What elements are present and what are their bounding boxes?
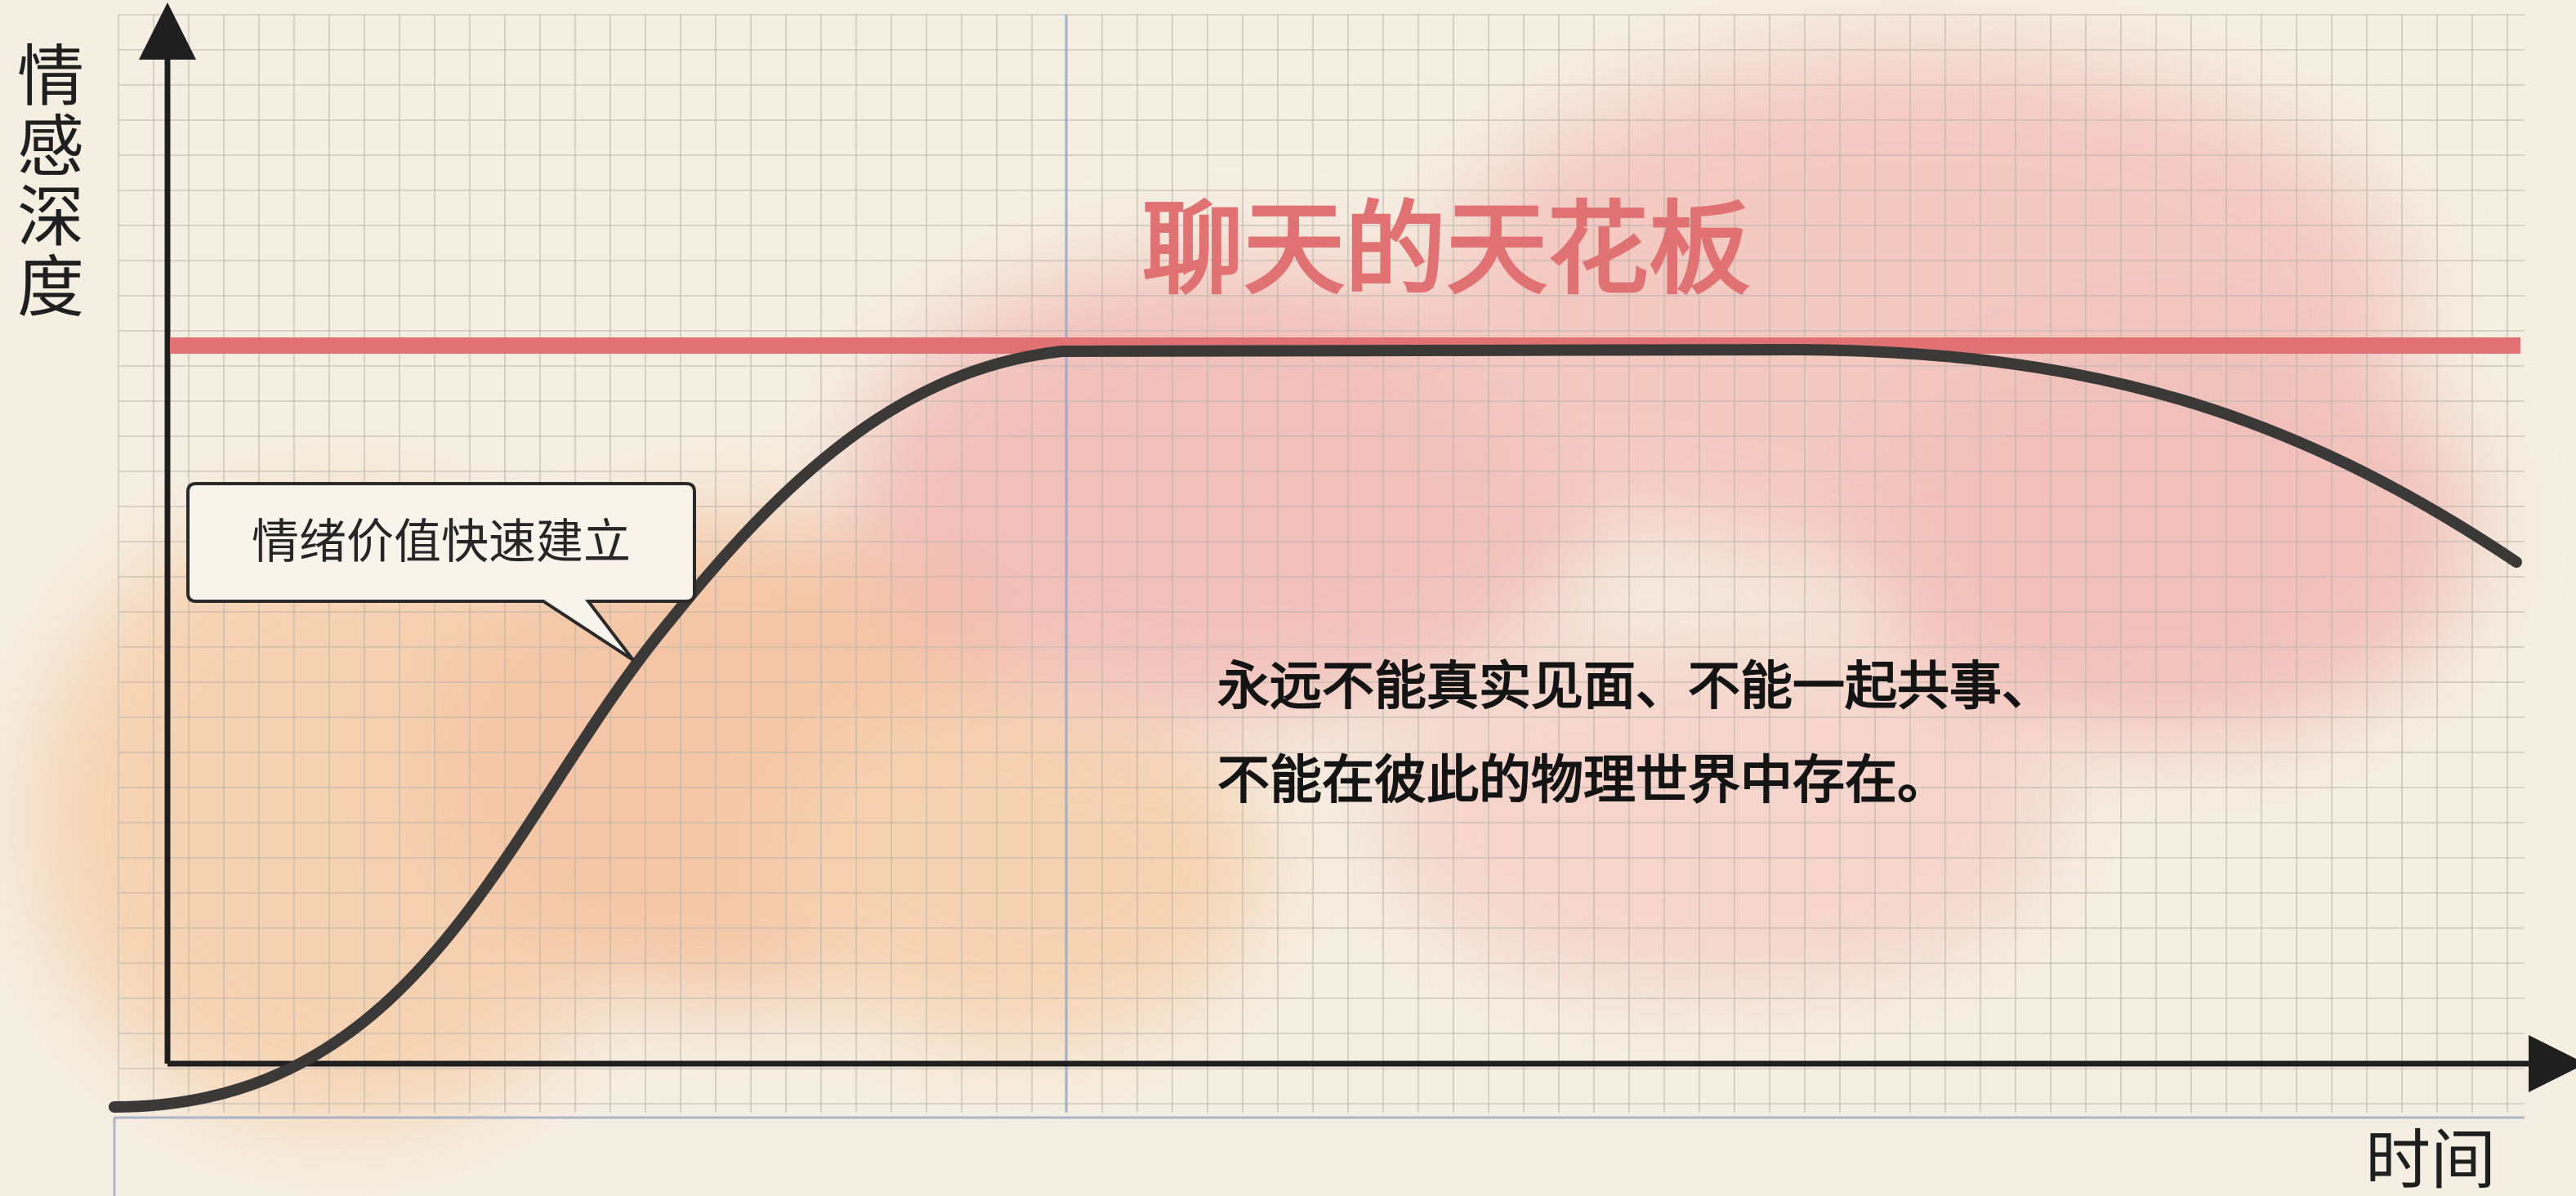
graph-paper-grid [113,14,2525,1196]
pink-wash-lower-right [1373,637,2059,997]
pink-wash-center [850,261,1601,719]
x-axis-label: 时间 [2365,1122,2496,1196]
y-label-char-3: 深 [17,179,84,257]
limitation-note: 永远不能真实见面、不能一起共事、 不能在彼此的物理世界中存在。 [1217,657,2054,811]
pink-wash-right [1855,319,2476,743]
emotion-curve [109,343,2522,1113]
note-line-1: 永远不能真实见面、不能一起共事、 [1217,657,2054,717]
callout-shape [186,482,696,662]
callout-bubble: 情绪价值快速建立 [186,482,696,662]
peach-wash-low [776,686,1266,1046]
y-label-char-4: 度 [17,249,84,327]
watercolor-washes [33,49,2476,1127]
y-label-char-2: 感 [17,109,84,186]
note-line-2: 不能在彼此的物理世界中存在。 [1217,751,1949,811]
y-label-char-1: 情 [17,38,84,116]
callout-text: 情绪价值快速建立 [252,514,631,569]
y-axis-label: 情 感 深 度 [17,38,84,327]
ceiling-label: 聊天的天花板 [1142,191,1750,309]
